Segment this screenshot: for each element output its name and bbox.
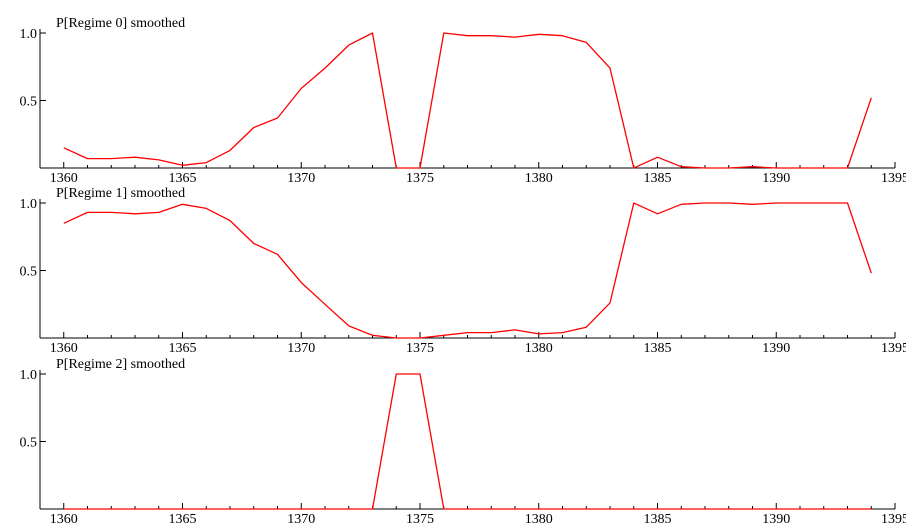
x-tick-label: 1370 <box>287 341 315 356</box>
x-tick-label: 1365 <box>169 341 197 356</box>
x-tick-label: 1390 <box>762 171 790 186</box>
y-tick-label: 1.0 <box>20 368 38 383</box>
x-tick-label: 1380 <box>525 171 553 186</box>
x-tick-label: 1365 <box>169 512 197 527</box>
chart-panel-1: 0.5 1.0 1360 1365 1370 1375 1380 1385 1390 1395 P[… <box>20 186 906 356</box>
panel-title: P[Regime 0] smoothed <box>56 16 185 31</box>
series-line <box>63 373 872 510</box>
y-tick-label: 1.0 <box>20 27 38 42</box>
x-tick-label: 1380 <box>525 341 553 356</box>
x-tick-label: 1375 <box>406 341 434 356</box>
x-tick-label: 1360 <box>50 171 78 186</box>
x-tick-label: 1365 <box>169 171 197 186</box>
x-tick-label: 1375 <box>406 171 434 186</box>
x-tick-label: 1360 <box>50 341 78 356</box>
x-tick-label: 1370 <box>287 171 315 186</box>
chart-panel-0: 0.5 1.0 1360 1365 1370 1375 1380 1385 1390 1395 P[… <box>20 16 906 186</box>
y-tick-label: 0.5 <box>20 265 38 280</box>
x-tick-label: 1395 <box>881 512 906 527</box>
x-tick-label: 1370 <box>287 512 315 527</box>
x-tick-label: 1395 <box>881 171 906 186</box>
panel-title: P[Regime 1] smoothed <box>56 186 185 201</box>
x-tick-label: 1380 <box>525 512 553 527</box>
y-tick-label: 0.5 <box>20 436 38 451</box>
x-tick-label: 1385 <box>644 512 672 527</box>
panel-title: P[Regime 2] smoothed <box>56 357 185 372</box>
x-tick-label: 1385 <box>644 341 672 356</box>
x-tick-label: 1360 <box>50 512 78 527</box>
y-tick-label: 1.0 <box>20 197 38 212</box>
x-tick-label: 1385 <box>644 171 672 186</box>
series-line <box>63 32 872 169</box>
y-tick-label: 0.5 <box>20 95 38 110</box>
x-tick-label: 1395 <box>881 341 906 356</box>
chart-panel-2: 0.5 1.0 1360 1365 1370 1375 1380 1385 1390 1395 P[… <box>20 357 906 527</box>
x-tick-label: 1390 <box>762 512 790 527</box>
series-line <box>63 202 872 339</box>
x-tick-label: 1390 <box>762 341 790 356</box>
x-tick-label: 1375 <box>406 512 434 527</box>
